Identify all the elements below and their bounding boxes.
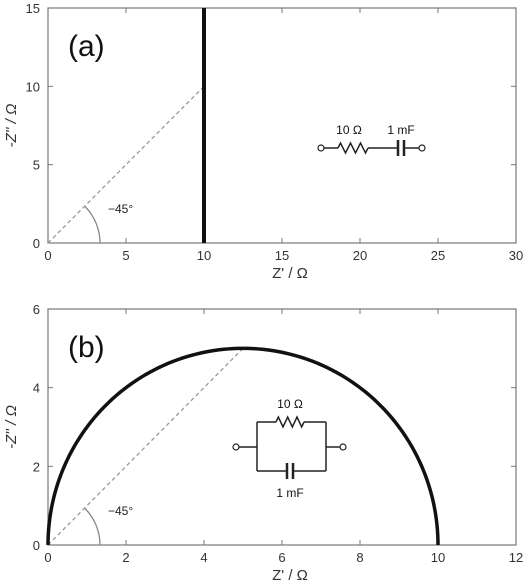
resistor-symbol: [337, 141, 369, 155]
chart-panel-a: 0 5 10 15 20 25 30 0 5 10 15 Z' / Ω -Z'' / Ω (a) −45° 1…: [3, 1, 523, 282]
resistor-label: 10 Ω: [277, 397, 303, 411]
x-tick-label: 10: [197, 248, 211, 263]
y-tick-label: 0: [33, 538, 40, 553]
y-tick-label: 10: [26, 79, 40, 94]
guide-line-45deg: [47, 85, 205, 244]
chart-panel-b: 0 2 4 6 8 10 12 0 2 4 6 Z' / Ω -Z'' / Ω (b) −45° 10 Ω 1 …: [3, 302, 523, 584]
guide-line-45deg: [47, 347, 244, 546]
x-tick-label: 2: [122, 550, 129, 565]
circuit-terminal: [317, 144, 325, 152]
panel-label: (a): [68, 30, 105, 63]
y-tick-label: 15: [26, 1, 40, 16]
angle-label: −45°: [108, 504, 133, 518]
panel-label: (b): [68, 331, 105, 364]
x-tick-label: 30: [509, 248, 523, 263]
angle-label: −45°: [108, 202, 133, 216]
angle-arc: [84, 205, 101, 244]
y-tick-label: 2: [33, 459, 40, 474]
x-axis-label: Z' / Ω: [272, 265, 308, 282]
x-tick-label: 6: [278, 550, 285, 565]
capacitor-label: 1 mF: [276, 486, 303, 500]
x-axis-label: Z' / Ω: [272, 567, 308, 584]
y-axis-label: -Z'' / Ω: [3, 405, 20, 449]
x-tick-label: 12: [509, 550, 523, 565]
x-tick-label: 20: [353, 248, 367, 263]
y-tick-label: 5: [33, 158, 40, 173]
angle-arc: [84, 507, 101, 546]
series-line-semicircle: [46, 346, 440, 546]
x-tick-label: 8: [356, 550, 363, 565]
x-tick-label: 25: [431, 248, 445, 263]
y-tick-label: 0: [33, 236, 40, 251]
x-tick-label: 4: [200, 550, 207, 565]
resistor-symbol: [275, 415, 305, 429]
y-axis-label: -Z'' / Ω: [3, 104, 20, 148]
x-tick-label: 10: [431, 550, 445, 565]
circuit-terminal: [232, 443, 240, 451]
capacitor-label: 1 mF: [387, 123, 414, 137]
x-tick-label: 5: [122, 248, 129, 263]
circuit-terminal: [418, 144, 426, 152]
resistor-label: 10 Ω: [336, 123, 362, 137]
y-tick-label: 4: [33, 381, 40, 396]
x-tick-label: 0: [44, 248, 51, 263]
circuit-terminal: [339, 443, 347, 451]
x-tick-label: 15: [275, 248, 289, 263]
x-tick-label: 0: [44, 550, 51, 565]
y-tick-label: 6: [33, 302, 40, 317]
